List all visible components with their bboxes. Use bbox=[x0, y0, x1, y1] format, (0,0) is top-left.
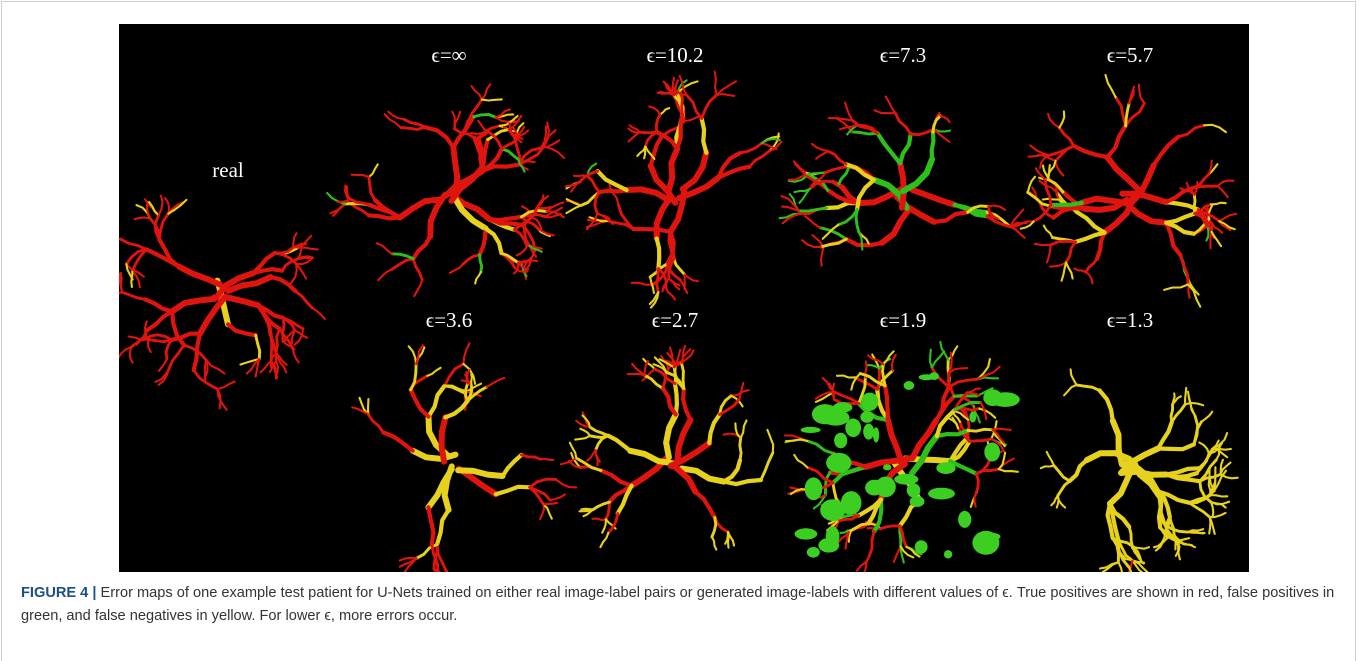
vessel bbox=[900, 163, 904, 208]
false-positive-blob bbox=[826, 453, 851, 473]
false-positive-blob bbox=[915, 540, 928, 553]
false-positive-blob bbox=[820, 499, 845, 521]
vessel bbox=[993, 429, 1011, 430]
false-positive-blob bbox=[928, 488, 955, 500]
panel-label: ϵ=1.3 bbox=[1107, 308, 1154, 332]
panel-label: ϵ=1.9 bbox=[880, 308, 927, 332]
false-positive-blob bbox=[969, 411, 976, 422]
false-positive-blob bbox=[936, 462, 955, 474]
false-positive-blob bbox=[845, 419, 861, 438]
vessel bbox=[541, 459, 554, 460]
vessel bbox=[581, 509, 593, 510]
panel-label: ϵ=7.3 bbox=[880, 43, 927, 67]
vessel bbox=[1210, 232, 1211, 248]
false-positive-blob bbox=[834, 433, 847, 448]
false-positive-blob bbox=[894, 474, 918, 485]
vessel bbox=[1178, 541, 1180, 560]
false-positive-blob bbox=[801, 427, 821, 433]
vessel bbox=[401, 127, 426, 129]
false-positive-blob bbox=[861, 393, 878, 411]
vessel bbox=[148, 340, 171, 342]
panel-label: ϵ=3.6 bbox=[426, 308, 473, 332]
caption: FIGURE 4 | Error maps of one example tes… bbox=[21, 582, 1339, 628]
vessel bbox=[1051, 203, 1082, 205]
false-positive-blob bbox=[875, 477, 895, 498]
false-positive-blob bbox=[860, 411, 873, 423]
false-positive-blob bbox=[944, 550, 952, 558]
vessel bbox=[675, 384, 677, 415]
false-positive-blob bbox=[958, 511, 971, 528]
vessel bbox=[968, 429, 993, 431]
false-positive-blob bbox=[805, 477, 823, 500]
panel-label: real bbox=[212, 158, 244, 182]
vessel bbox=[932, 132, 934, 159]
vessel bbox=[537, 207, 551, 208]
vessel bbox=[1188, 532, 1204, 533]
false-positive-blob bbox=[863, 424, 874, 440]
vessel bbox=[471, 374, 472, 384]
vessel bbox=[1171, 404, 1173, 422]
vessel bbox=[657, 269, 659, 293]
vessel bbox=[1035, 244, 1051, 245]
caption-label: FIGURE 4 | bbox=[21, 585, 96, 601]
vessel bbox=[740, 438, 741, 460]
vessel bbox=[657, 239, 660, 269]
figure-frame: real ϵ=∞ ϵ=10.2 ϵ=7.3 ϵ=5.7 ϵ=3.6 ϵ=2.7 ϵ=1.9 ϵ=… bbox=[1, 1, 1356, 661]
false-positive-blob bbox=[980, 533, 1000, 541]
vessel bbox=[1082, 199, 1126, 203]
vessel bbox=[1185, 388, 1186, 405]
false-positive-blob bbox=[795, 528, 818, 539]
vessel bbox=[482, 99, 502, 100]
panel-label: ϵ=∞ bbox=[431, 43, 466, 67]
vessel bbox=[593, 519, 606, 520]
false-positive-blob bbox=[907, 483, 921, 497]
false-positive-blob bbox=[910, 496, 925, 507]
panel-label: ϵ=5.7 bbox=[1107, 43, 1154, 67]
vessel bbox=[1134, 547, 1149, 549]
false-positive-blob bbox=[833, 402, 853, 412]
panel-label: ϵ=2.7 bbox=[652, 308, 699, 332]
vessel bbox=[283, 318, 284, 341]
false-positive-blob bbox=[984, 443, 1000, 462]
panel-label: ϵ=10.2 bbox=[646, 43, 703, 67]
false-positive-blob bbox=[929, 372, 939, 380]
vessel bbox=[1194, 195, 1195, 214]
false-positive-blob bbox=[991, 392, 1020, 407]
false-positive-blob bbox=[883, 464, 891, 470]
figure-image: real ϵ=∞ ϵ=10.2 ϵ=7.3 ϵ=5.7 ϵ=3.6 ϵ=2.7 ϵ=1.9 ϵ=… bbox=[119, 24, 1249, 572]
false-positive-blob bbox=[904, 381, 915, 390]
false-positive-blob bbox=[807, 547, 820, 558]
caption-text: Error maps of one example test patient f… bbox=[21, 585, 1334, 624]
vessel bbox=[205, 360, 206, 381]
false-positive-blob bbox=[826, 526, 840, 546]
vessel bbox=[1194, 186, 1218, 188]
